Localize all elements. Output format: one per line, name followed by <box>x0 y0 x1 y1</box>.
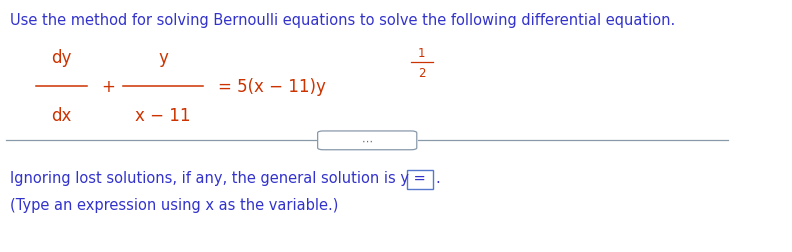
FancyBboxPatch shape <box>318 132 417 150</box>
Text: 1: 1 <box>418 47 425 59</box>
Text: ⋯: ⋯ <box>362 136 373 146</box>
Text: dy: dy <box>51 49 71 67</box>
Text: (Type an expression using x as the variable.): (Type an expression using x as the varia… <box>10 198 338 212</box>
Text: y: y <box>158 49 168 67</box>
Text: = 5(x − 11)y: = 5(x − 11)y <box>218 78 326 96</box>
FancyBboxPatch shape <box>407 170 432 189</box>
Text: 2: 2 <box>418 67 425 80</box>
Text: dx: dx <box>51 106 71 124</box>
Text: x − 11: x − 11 <box>135 106 191 124</box>
Text: .: . <box>435 170 440 185</box>
Text: Use the method for solving Bernoulli equations to solve the following differenti: Use the method for solving Bernoulli equ… <box>10 13 676 27</box>
Text: Ignoring lost solutions, if any, the general solution is y =: Ignoring lost solutions, if any, the gen… <box>10 170 430 185</box>
Text: +: + <box>101 78 116 96</box>
